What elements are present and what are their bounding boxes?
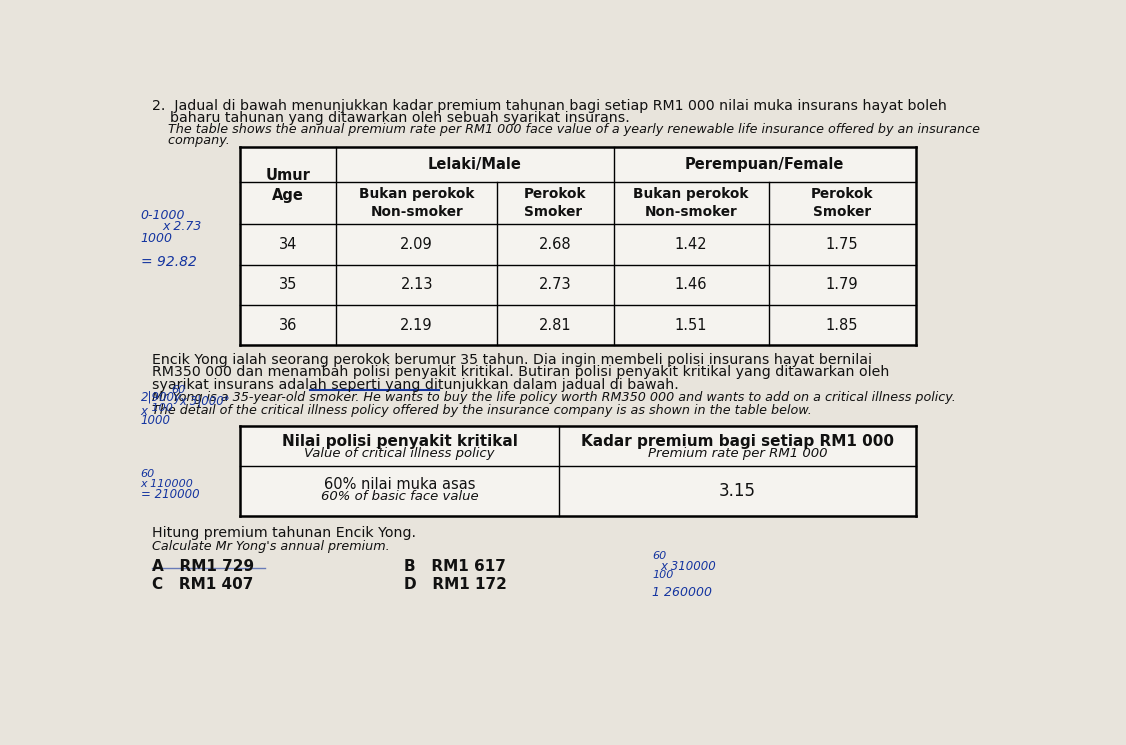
Text: 35: 35 [279,277,297,293]
Text: 34: 34 [279,237,297,252]
Text: 1.51: 1.51 [674,317,707,332]
Text: Calculate Mr Yong's annual premium.: Calculate Mr Yong's annual premium. [152,540,390,554]
Text: x 310000: x 310000 [660,560,716,573]
Text: Value of critical illness policy: Value of critical illness policy [304,447,494,460]
Text: Hitung premium tahunan Encik Yong.: Hitung premium tahunan Encik Yong. [152,527,415,540]
Text: x: x [141,405,148,418]
Text: RM350 000 dan menambah polisi penyakit kritikal. Butiran polisi penyakit kritika: RM350 000 dan menambah polisi penyakit k… [152,366,888,379]
Text: 2.  Jadual di bawah menunjukkan kadar premium tahunan bagi setiap RM1 000 nilai : 2. Jadual di bawah menunjukkan kadar pre… [152,98,947,112]
Text: 100: 100 [149,403,173,413]
Text: 1.79: 1.79 [825,277,858,293]
Text: 100: 100 [652,570,673,580]
Text: D   RM1 172: D RM1 172 [404,577,507,592]
Text: 60% nilai muka asas: 60% nilai muka asas [324,477,475,492]
Text: Nilai polisi penyakit kritikal: Nilai polisi penyakit kritikal [282,434,518,449]
Text: Umur
Age: Umur Age [266,168,311,203]
Text: Perempuan/Female: Perempuan/Female [685,157,844,172]
Text: 0-1000: 0-1000 [141,209,186,222]
Text: = 92.82: = 92.82 [141,255,197,269]
Text: 3.15: 3.15 [720,481,756,500]
Text: 2.09: 2.09 [400,237,434,252]
Text: 2.81: 2.81 [539,317,572,332]
Text: 2.73: 2.73 [539,277,572,293]
Text: A   RM1 729: A RM1 729 [152,559,253,574]
Text: Kadar premium bagi setiap RM1 000: Kadar premium bagi setiap RM1 000 [581,434,894,449]
Text: Bukan perokok
Non-smoker: Bukan perokok Non-smoker [359,187,474,218]
Text: syarikat insurans adalah seperti yang ditunjukkan dalam jadual di bawah.: syarikat insurans adalah seperti yang di… [152,378,678,392]
Text: x 3|000°: x 3|000° [179,395,230,408]
Bar [240,425,915,516]
Text: 2.13: 2.13 [401,277,432,293]
Text: Mr Yong is a 35-year-old smoker. He wants to buy the life policy worth RM350 000: Mr Yong is a 35-year-old smoker. He want… [152,391,955,404]
Text: 2.19: 2.19 [401,317,434,332]
Text: 1.46: 1.46 [674,277,707,293]
Text: The detail of the critical illness policy offered by the insurance company is as: The detail of the critical illness polic… [152,404,812,416]
Text: 60% of basic face value: 60% of basic face value [321,490,479,503]
Text: 60: 60 [172,384,186,395]
Text: 1000: 1000 [141,232,172,245]
Text: 36: 36 [279,317,297,332]
Text: 60: 60 [141,469,155,479]
Text: x 110000: x 110000 [141,478,194,489]
Text: The table shows the annual premium rate per RM1 000 face value of a yearly renew: The table shows the annual premium rate … [152,123,980,136]
Text: Premium rate per RM1 000: Premium rate per RM1 000 [647,447,828,460]
Text: 1000: 1000 [141,414,171,427]
Text: 1.42: 1.42 [674,237,707,252]
Text: Perokok
Smoker: Perokok Smoker [524,187,587,218]
Text: = 210000: = 210000 [141,488,199,501]
Text: 2.68: 2.68 [539,237,572,252]
Text: x 2.73: x 2.73 [162,221,202,233]
Text: Encik Yong ialah seorang perokok berumur 35 tahun. Dia ingin membeli polisi insu: Encik Yong ialah seorang perokok berumur… [152,352,872,367]
Text: 1.85: 1.85 [825,317,858,332]
Text: Lelaki/Male: Lelaki/Male [428,157,521,172]
Text: 1 260000: 1 260000 [652,586,713,599]
Text: Bukan perokok
Non-smoker: Bukan perokok Non-smoker [633,187,749,218]
Text: Perokok
Smoker: Perokok Smoker [811,187,874,218]
Text: 60: 60 [652,551,667,561]
Text: company.: company. [152,134,230,147]
Text: B   RM1 617: B RM1 617 [404,559,506,574]
Text: 1.75: 1.75 [825,237,858,252]
Bar [240,148,915,345]
Text: 2|900y: 2|900y [141,391,181,404]
Text: C   RM1 407: C RM1 407 [152,577,253,592]
Text: baharu tahunan yang ditawarkan oleh sebuah syarikat insurans.: baharu tahunan yang ditawarkan oleh sebu… [152,111,629,125]
